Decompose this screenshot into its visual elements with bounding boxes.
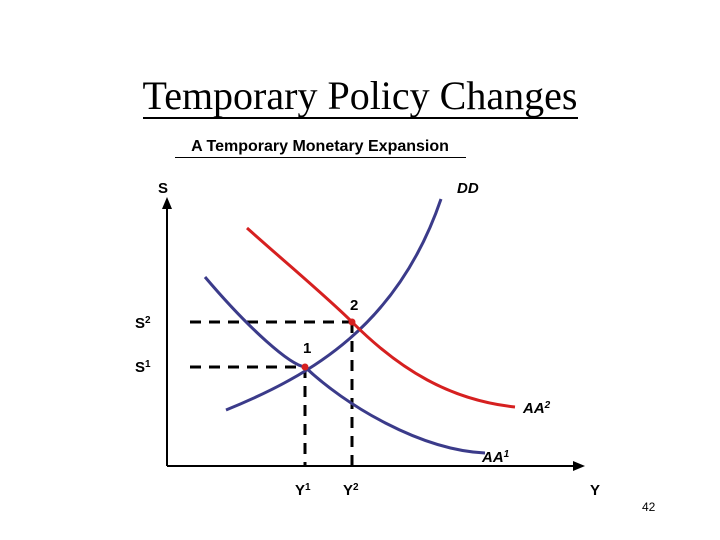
diagram-subtitle: A Temporary Monetary Expansion [191,138,449,155]
aa1-curve-label: AA1 [481,449,510,466]
x-axis-arrow [573,461,585,471]
point-1-marker [301,363,309,371]
aa2-curve-label: AA2 [522,400,551,417]
s1-label-sup: 1 [145,359,151,370]
point-2-marker [348,318,356,326]
page-number: 42 [642,500,656,514]
slide-title: Temporary Policy Changes [142,73,578,118]
aa1-curve [203,276,486,455]
dd-curve-label: DD [457,180,479,197]
x-axis-label: Y [590,482,600,499]
aa2-label-sup: 2 [544,400,551,411]
y1-level-label: Y1 [295,482,311,499]
point-2-label: 2 [350,297,358,314]
aa1-label-main: AA [481,449,504,466]
s1-label-main: S [135,359,145,376]
y2-level-label: Y2 [343,482,359,499]
y1-label-main: Y [295,482,305,499]
s2-label-sup: 2 [145,315,151,326]
s1-level-label: S1 [135,359,151,376]
dd-curve [225,198,443,412]
y-axis-arrow [162,197,172,209]
s2-level-label: S2 [135,315,151,332]
y2-label-main: Y [343,482,353,499]
s2-label-main: S [135,315,145,332]
y1-label-sup: 1 [305,482,311,493]
title-underline [143,117,578,119]
point-1-label: 1 [303,340,311,357]
y2-label-sup: 2 [353,482,359,493]
subtitle-underline [175,157,466,158]
aa1-label-sup: 1 [504,449,510,460]
aa2-label-main: AA [522,400,545,417]
y-axis-label: S [158,180,168,197]
